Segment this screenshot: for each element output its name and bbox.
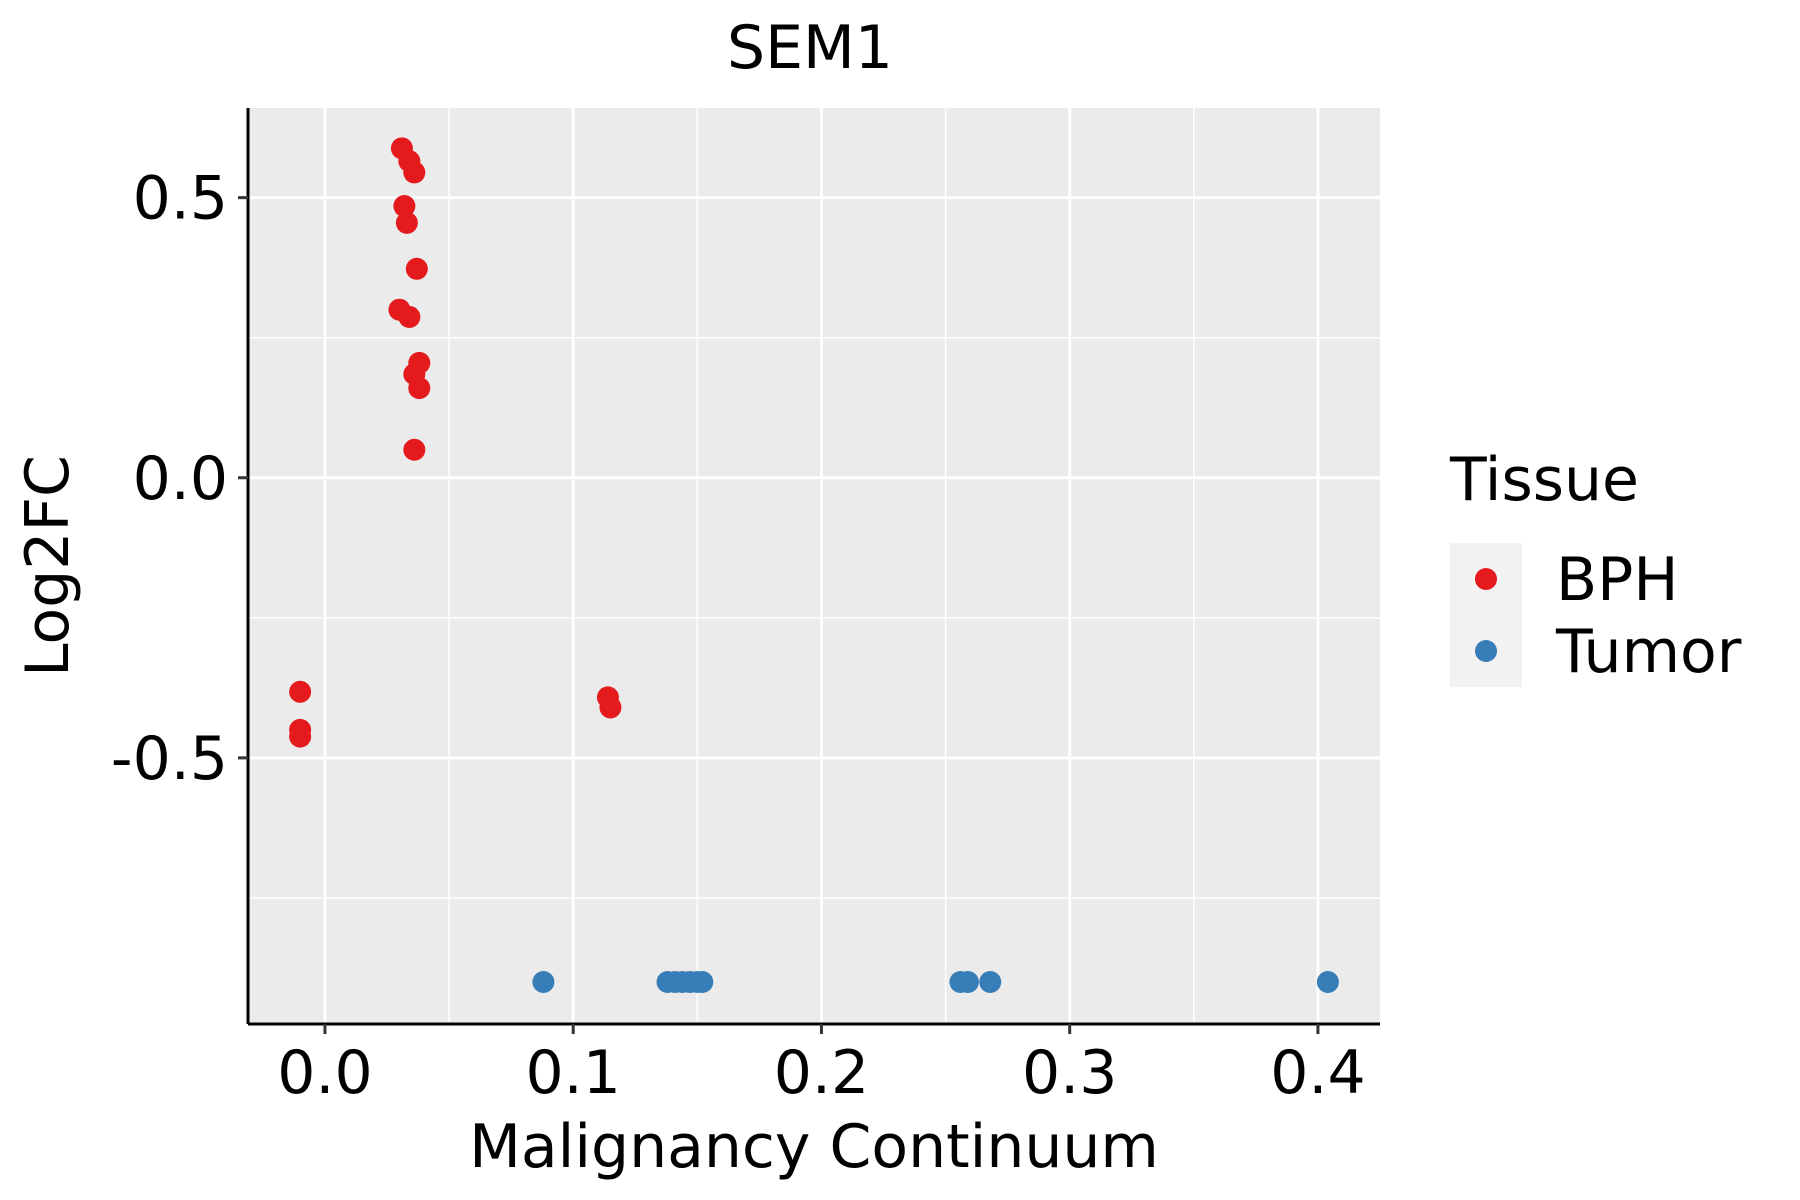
data-point-tumor [691,970,714,993]
legend-key-bph [1475,568,1497,590]
plot-panel [248,108,1380,1024]
x-tick-label: 0.1 [525,1038,620,1108]
legend-label-bph: BPH [1556,545,1678,615]
y-axis-ticks: -0.5 0.0 0.5 [111,164,248,794]
data-point-bph [289,725,312,748]
data-point-bph [398,305,421,328]
grid-major [248,108,1380,1024]
data-point-bph [393,195,416,218]
data-point-tumor [956,970,979,993]
chart-title: SEM1 [727,13,893,83]
data-points [289,137,1339,993]
data-point-bph [403,161,426,184]
data-point-bph [408,377,431,400]
y-tick-label: 0.0 [133,444,228,514]
x-axis-label: Malignancy Continuum [469,1112,1159,1182]
data-point-tumor [1316,970,1339,993]
x-tick-label: 0.3 [1022,1038,1117,1108]
legend-key-background [1450,543,1522,687]
legend-key-tumor [1475,640,1497,662]
data-point-tumor [532,970,555,993]
data-point-bph [405,257,428,280]
x-tick-label: 0.2 [774,1038,869,1108]
data-point-bph [395,211,418,234]
data-point-bph [403,438,426,461]
x-tick-label: 0.0 [277,1038,372,1108]
legend-title: Tissue [1449,445,1639,515]
data-point-bph [599,696,622,719]
y-axis-label: Log2FC [13,455,83,677]
x-tick-label: 0.4 [1270,1038,1365,1108]
y-tick-label: 0.5 [133,164,228,234]
data-point-bph [289,680,312,703]
data-point-tumor [979,970,1002,993]
x-axis-ticks: 0.0 0.1 0.2 0.3 0.4 [277,1024,1366,1108]
grid-minor [248,108,1380,1024]
y-tick-label: -0.5 [111,724,228,794]
legend-label-tumor: Tumor [1555,617,1742,687]
